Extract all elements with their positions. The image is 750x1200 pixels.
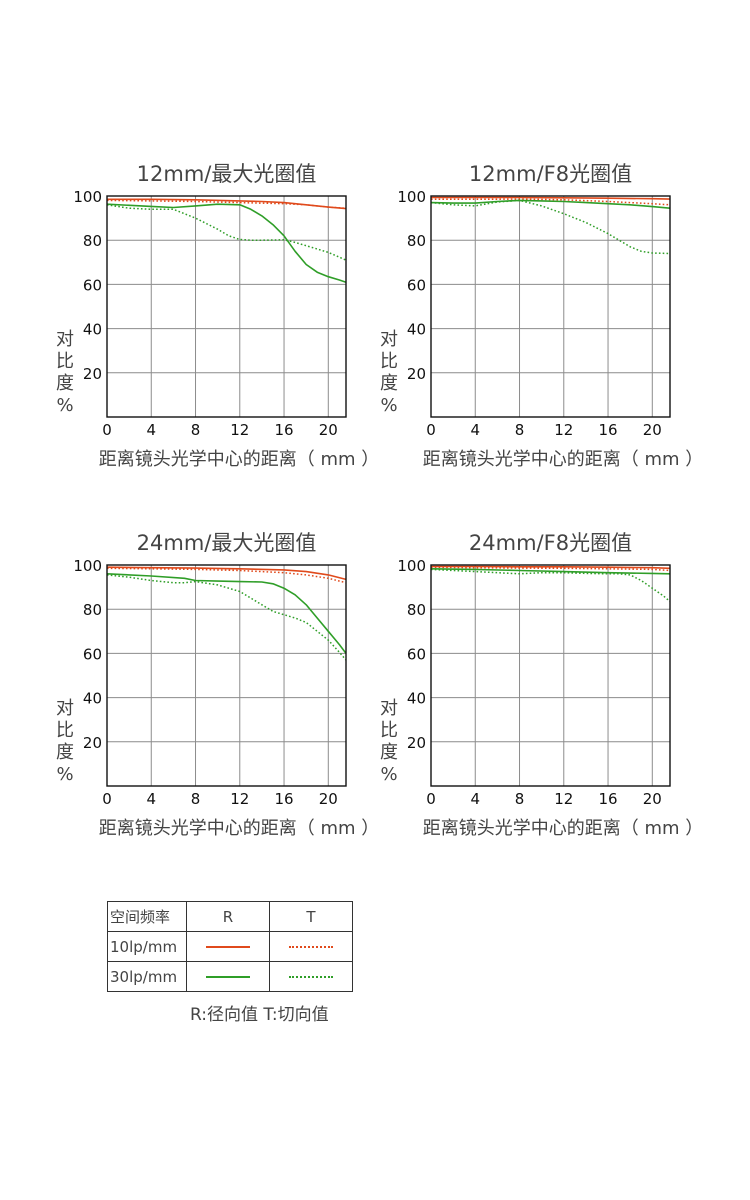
y-tick-label: 80 — [83, 232, 102, 250]
chart-1: 12mm/最大光圈值 20 40 60 80 100 0 4 8 12 16 20 对比度% 距离镜头光学… — [56, 162, 379, 470]
series-30lp-mm-t — [430, 199, 671, 255]
x-axis-label: 距离镜头光学中心的距离（ mm ） — [423, 818, 704, 839]
y-tick-label: 60 — [83, 276, 102, 294]
plot-frame — [106, 195, 347, 418]
x-axis-label: 距离镜头光学中心的距离（ mm ） — [99, 818, 380, 839]
plot-frame — [106, 564, 347, 787]
y-tick-label: 40 — [83, 690, 102, 708]
x-tick-label: 0 — [102, 790, 112, 808]
y-tick-label: 20 — [83, 734, 102, 752]
x-tick-label: 16 — [274, 790, 293, 808]
x-tick-label: 20 — [319, 421, 338, 439]
legend-30lp-t-swatch — [289, 976, 333, 978]
series-30lp-mm-r — [430, 199, 671, 209]
chart-title: 24mm/F8光圈值 — [469, 531, 632, 555]
y-tick-label: 20 — [407, 365, 426, 383]
chart-title: 12mm/F8光圈值 — [469, 162, 632, 186]
legend-row-30lp: 30lp/mm — [107, 961, 187, 992]
y-tick-label: 100 — [397, 557, 426, 575]
x-tick-label: 16 — [274, 421, 293, 439]
plot-frame — [430, 564, 671, 787]
x-tick-label: 20 — [643, 790, 662, 808]
x-tick-label: 12 — [554, 421, 573, 439]
x-axis-label: 距离镜头光学中心的距离（ mm ） — [423, 449, 704, 470]
x-tick-label: 12 — [230, 421, 249, 439]
x-tick-label: 20 — [643, 421, 662, 439]
y-tick-label: 20 — [83, 365, 102, 383]
legend-col-t: T — [269, 901, 353, 932]
x-tick-label: 0 — [426, 421, 436, 439]
y-tick-label: 60 — [407, 276, 426, 294]
y-axis-label: 对比度% — [56, 329, 74, 416]
y-tick-label: 60 — [83, 645, 102, 663]
x-tick-label: 12 — [554, 790, 573, 808]
series-10lp-mm-r — [431, 565, 671, 570]
series-10lp-mm-t — [106, 567, 347, 584]
y-tick-label: 100 — [397, 188, 426, 206]
y-axis-label: 对比度% — [380, 329, 398, 416]
series-30lp-mm-r — [430, 568, 671, 575]
y-tick-label: 100 — [73, 188, 102, 206]
legend-row-10lp: 10lp/mm — [107, 931, 187, 962]
legend-col-r: R — [186, 901, 270, 932]
x-tick-label: 8 — [191, 421, 201, 439]
x-tick-label: 16 — [598, 421, 617, 439]
x-axis-label: 距离镜头光学中心的距离（ mm ） — [99, 449, 380, 470]
x-tick-label: 8 — [515, 421, 525, 439]
legend-table: 空间频率 R T 10lp/mm 30lp/mm — [107, 901, 353, 992]
series-10lp-mm-r — [106, 566, 347, 581]
y-axis-label: 对比度% — [56, 698, 74, 785]
x-tick-label: 4 — [470, 421, 480, 439]
series-10lp-mm-t — [431, 198, 671, 206]
legend-10lp-r-swatch — [206, 946, 250, 948]
legend-note: R:径向值 T:切向值 — [190, 1005, 329, 1025]
x-tick-label: 4 — [470, 790, 480, 808]
y-tick-label: 40 — [83, 321, 102, 339]
chart-title: 24mm/最大光圈值 — [137, 531, 317, 555]
x-tick-label: 4 — [146, 421, 156, 439]
y-tick-label: 20 — [407, 734, 426, 752]
series-30lp-mm-t — [106, 204, 347, 261]
series-10lp-mm-t — [430, 566, 671, 572]
legend-header: 空间频率 — [107, 901, 187, 932]
x-tick-label: 0 — [426, 790, 436, 808]
series-10lp-mm-t — [106, 199, 347, 209]
series-30lp-mm-r — [106, 203, 347, 283]
y-tick-label: 100 — [73, 557, 102, 575]
series-10lp-mm-r — [431, 196, 671, 200]
x-tick-label: 20 — [319, 790, 338, 808]
x-tick-label: 16 — [598, 790, 617, 808]
series-30lp-mm-r — [106, 573, 347, 654]
chart-4: 24mm/F8光圈值 20 40 60 80 100 0 4 8 12 16 20 对比度% 距离镜头光学… — [380, 531, 703, 839]
y-tick-label: 60 — [407, 645, 426, 663]
y-tick-label: 80 — [407, 601, 426, 619]
y-tick-label: 80 — [407, 232, 426, 250]
legend-10lp-t-swatch — [289, 946, 333, 948]
chart-3: 24mm/最大光圈值 20 40 60 80 100 0 4 8 12 16 20 对比度% 距离镜头光学… — [56, 531, 379, 839]
series-30lp-mm-t — [430, 568, 671, 603]
x-tick-label: 4 — [146, 790, 156, 808]
x-tick-label: 8 — [515, 790, 525, 808]
chart-title: 12mm/最大光圈值 — [137, 162, 317, 186]
x-tick-label: 8 — [191, 790, 201, 808]
legend-30lp-r-swatch — [206, 976, 250, 978]
chart-2: 12mm/F8光圈值 20 40 60 80 100 0 4 8 12 16 20 对比度% 距离镜头光学… — [380, 162, 703, 470]
x-tick-label: 0 — [102, 421, 112, 439]
x-tick-label: 12 — [230, 790, 249, 808]
y-tick-label: 80 — [83, 601, 102, 619]
y-axis-label: 对比度% — [380, 698, 398, 785]
y-tick-label: 40 — [407, 321, 426, 339]
series-30lp-mm-t — [106, 574, 347, 661]
plot-frame — [430, 195, 671, 418]
y-tick-label: 40 — [407, 690, 426, 708]
